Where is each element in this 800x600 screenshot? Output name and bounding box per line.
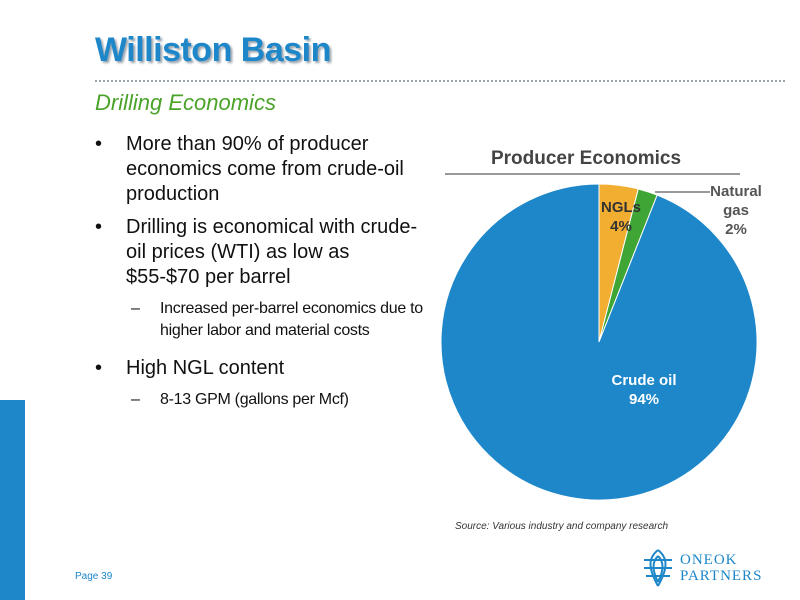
sub-bullet-item: – Increased per-barrel economics due to … <box>95 298 425 342</box>
producer-economics-pie-chart: Producer Economics NGLs 4% Natural gas 2% Cru… <box>440 148 762 501</box>
bullet-marker: • <box>95 357 103 379</box>
chart-title: Producer Economics <box>491 148 681 169</box>
logo-text: ONEOK PARTNERS <box>680 552 762 584</box>
slide-subtitle: Drilling Economics <box>95 90 276 115</box>
bullet-list: • More than 90% of producer economics co… <box>95 132 425 425</box>
bullet-marker: • <box>95 216 103 238</box>
logo-line-2: PARTNERS <box>680 568 763 584</box>
bullet-text: High NGL content <box>126 357 285 379</box>
oneok-partners-logo: ONEOK PARTNERS <box>640 548 790 588</box>
oneok-flame-icon <box>644 549 672 587</box>
page-number: Page 39 <box>75 571 113 582</box>
logo-line-1: ONEOK <box>680 552 738 568</box>
pie-labels: NGLs 4% Natural gas 2% Crude oil 94% <box>601 183 762 408</box>
slide-title: Williston Basin <box>95 31 331 69</box>
pie-label-ngls: NGLs 4% <box>601 199 641 235</box>
pie-slices <box>440 183 758 501</box>
bullet-marker: • <box>95 133 103 155</box>
bullet-text: More than 90% of producer economics come… <box>126 133 404 205</box>
bullet-item: • Drilling is economical with crude-oil … <box>95 215 425 290</box>
pie-label-natural-gas: Natural gas 2% <box>710 183 762 238</box>
sub-bullet-marker: – <box>131 391 140 408</box>
sub-bullet-text: Increased per-barrel economics due to hi… <box>160 300 423 339</box>
sub-bullet-marker: – <box>131 300 140 317</box>
sub-bullet-item: – 8-13 GPM (gallons per Mcf) <box>95 389 425 411</box>
bullet-item: • High NGL content <box>95 356 425 381</box>
pie-slice-crude-oil <box>440 183 758 501</box>
source-note: Source: Various industry and company res… <box>455 521 669 532</box>
bullet-text: Drilling is economical with crude-oil pr… <box>126 216 418 288</box>
left-accent-bar <box>0 400 25 600</box>
pie-label-crude-oil: Crude oil 94% <box>611 372 676 408</box>
bullet-item: • More than 90% of producer economics co… <box>95 132 425 207</box>
title-divider <box>95 80 785 82</box>
sub-bullet-text: 8-13 GPM (gallons per Mcf) <box>160 391 349 408</box>
